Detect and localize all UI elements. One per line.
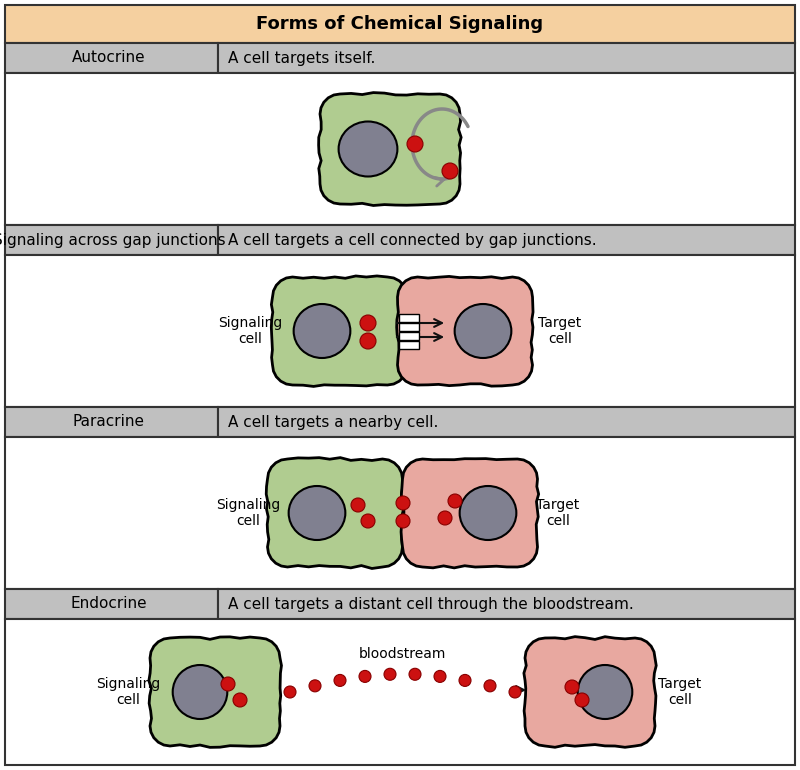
Ellipse shape bbox=[460, 486, 516, 540]
Circle shape bbox=[459, 675, 471, 686]
Circle shape bbox=[484, 680, 496, 691]
Circle shape bbox=[360, 315, 376, 331]
Text: A cell targets a distant cell through the bloodstream.: A cell targets a distant cell through th… bbox=[228, 597, 634, 611]
Polygon shape bbox=[524, 637, 656, 747]
Text: A cell targets itself.: A cell targets itself. bbox=[228, 51, 375, 65]
Bar bbox=[5, 589, 218, 619]
Circle shape bbox=[434, 671, 446, 682]
Text: Signaling across gap junctions: Signaling across gap junctions bbox=[0, 233, 226, 247]
Bar bbox=[5, 437, 795, 589]
Circle shape bbox=[575, 693, 589, 707]
Ellipse shape bbox=[173, 665, 227, 719]
Circle shape bbox=[442, 163, 458, 179]
Polygon shape bbox=[266, 457, 404, 568]
Text: Target
cell: Target cell bbox=[658, 677, 702, 707]
Ellipse shape bbox=[294, 304, 350, 358]
Circle shape bbox=[334, 675, 346, 686]
Bar bbox=[5, 5, 795, 43]
Circle shape bbox=[351, 498, 365, 512]
Text: A cell targets a nearby cell.: A cell targets a nearby cell. bbox=[228, 414, 438, 430]
Circle shape bbox=[384, 668, 396, 680]
Text: Forms of Chemical Signaling: Forms of Chemical Signaling bbox=[257, 15, 543, 33]
Text: Signaling
cell: Signaling cell bbox=[96, 677, 160, 707]
Circle shape bbox=[359, 671, 371, 682]
Polygon shape bbox=[149, 637, 282, 748]
Polygon shape bbox=[401, 459, 538, 568]
Bar bbox=[5, 73, 795, 225]
Text: Signaling
cell: Signaling cell bbox=[218, 316, 282, 346]
Bar bbox=[5, 407, 218, 437]
Circle shape bbox=[409, 668, 421, 680]
Polygon shape bbox=[397, 276, 533, 386]
Circle shape bbox=[509, 686, 521, 698]
Ellipse shape bbox=[338, 122, 398, 176]
Circle shape bbox=[448, 494, 462, 508]
Text: Target
cell: Target cell bbox=[536, 498, 580, 528]
Bar bbox=[5, 619, 795, 765]
Bar bbox=[399, 323, 419, 331]
Circle shape bbox=[565, 680, 579, 694]
Bar bbox=[218, 225, 795, 255]
Text: bloodstream: bloodstream bbox=[359, 647, 446, 661]
Circle shape bbox=[361, 514, 375, 528]
Text: Endocrine: Endocrine bbox=[70, 597, 147, 611]
Bar bbox=[5, 255, 795, 407]
Ellipse shape bbox=[578, 665, 632, 719]
Circle shape bbox=[360, 333, 376, 349]
Bar bbox=[5, 43, 218, 73]
Bar bbox=[218, 43, 795, 73]
Bar bbox=[399, 314, 419, 322]
Circle shape bbox=[438, 511, 452, 525]
Text: A cell targets a cell connected by gap junctions.: A cell targets a cell connected by gap j… bbox=[228, 233, 597, 247]
Text: Paracrine: Paracrine bbox=[73, 414, 145, 430]
Ellipse shape bbox=[454, 304, 511, 358]
Text: Autocrine: Autocrine bbox=[72, 51, 146, 65]
Text: Signaling
cell: Signaling cell bbox=[216, 498, 280, 528]
Circle shape bbox=[396, 514, 410, 528]
Circle shape bbox=[407, 136, 423, 152]
Ellipse shape bbox=[289, 486, 346, 540]
Circle shape bbox=[221, 677, 235, 691]
Bar bbox=[218, 589, 795, 619]
Circle shape bbox=[233, 693, 247, 707]
Polygon shape bbox=[271, 276, 408, 387]
Circle shape bbox=[284, 686, 296, 698]
Bar bbox=[399, 332, 419, 340]
Bar bbox=[5, 225, 218, 255]
Text: Target
cell: Target cell bbox=[538, 316, 582, 346]
Circle shape bbox=[396, 496, 410, 510]
Bar bbox=[399, 341, 419, 349]
Bar bbox=[218, 407, 795, 437]
Circle shape bbox=[309, 680, 321, 691]
Polygon shape bbox=[318, 92, 461, 206]
